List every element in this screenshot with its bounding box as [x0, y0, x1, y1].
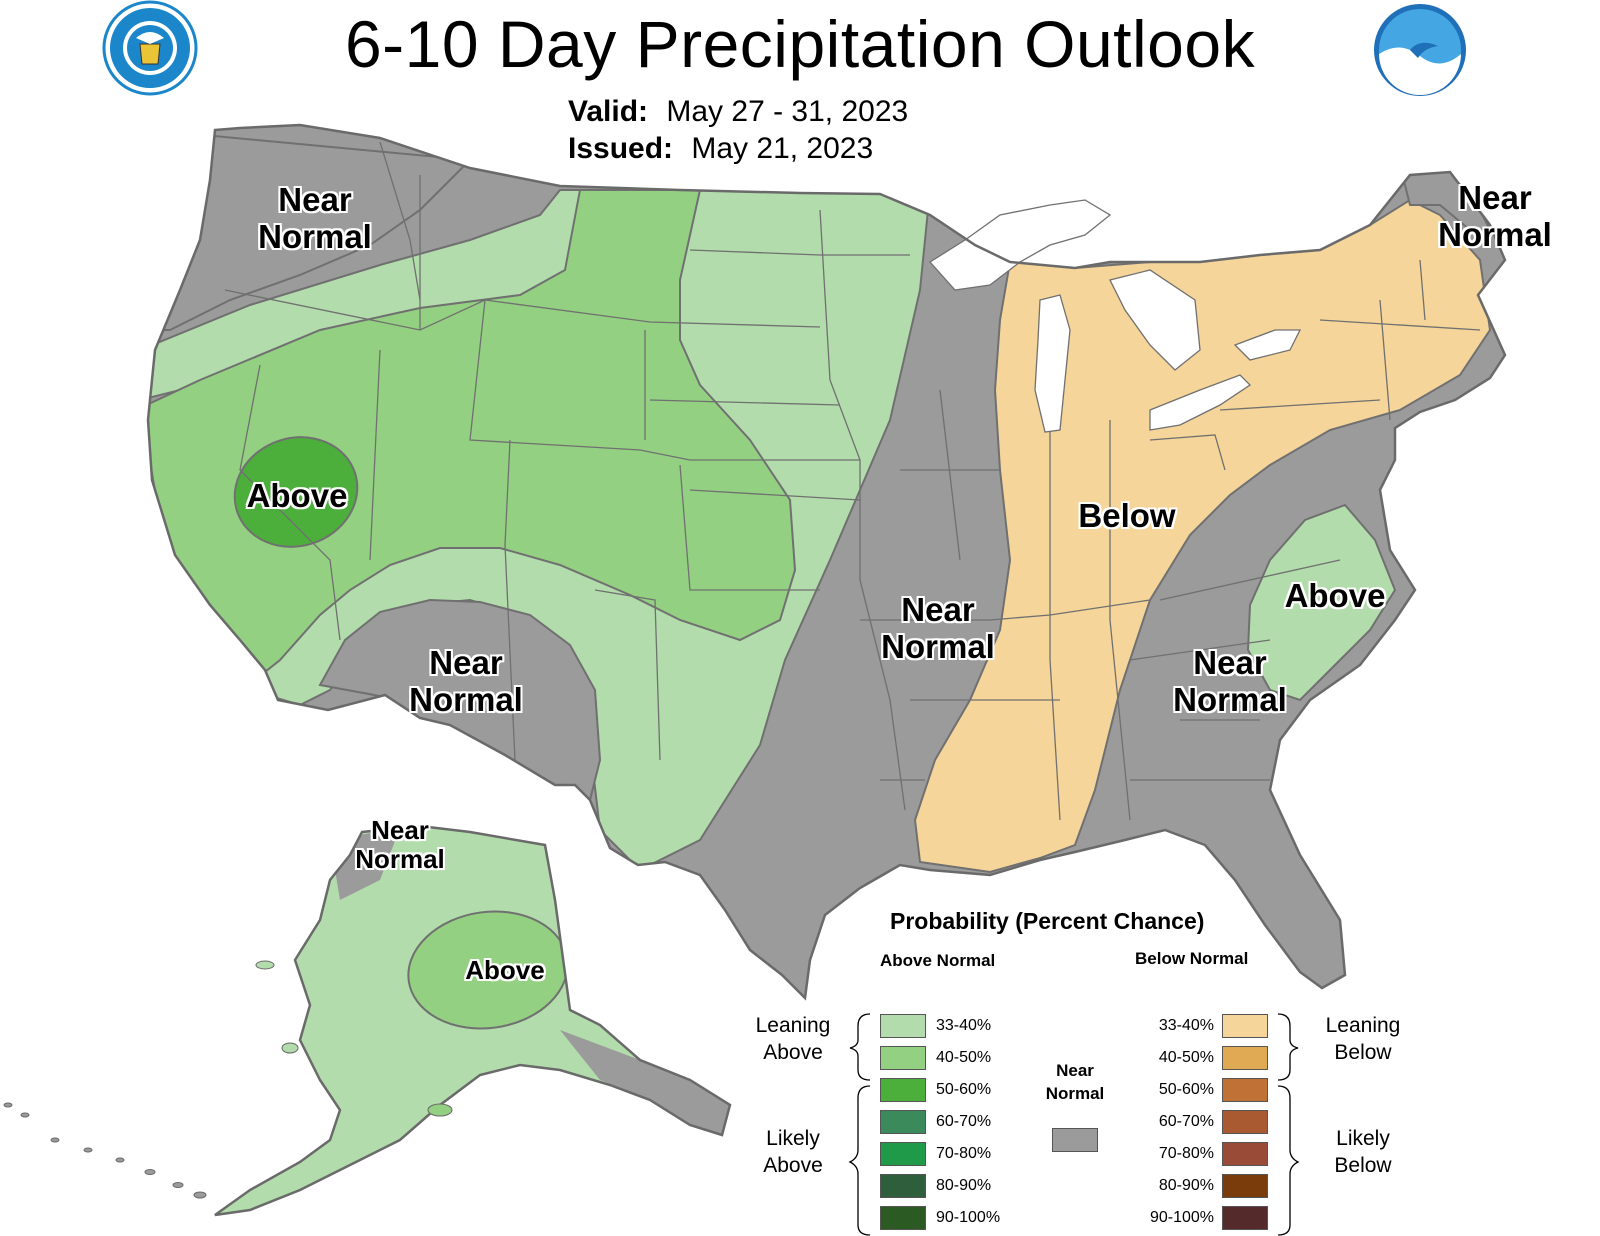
region-label-southwest: Near Normal: [409, 644, 523, 718]
lake-huron: [1109, 269, 1201, 371]
conus: [146, 123, 1507, 1000]
valid-line: Valid: May 27 - 31, 2023: [568, 95, 908, 129]
legend-leaning-above: Leaning Above: [755, 1014, 831, 1065]
aleutian-islands: [3, 960, 453, 1199]
region-label-alaska-north: Near Normal: [355, 815, 445, 875]
legend-above-header: Above Normal: [880, 951, 996, 970]
legend-above-label: 60-70%: [936, 1113, 992, 1130]
legend-below-label: 80-90%: [1158, 1177, 1214, 1194]
legend-below-label: 33-40%: [1158, 1017, 1214, 1034]
legend-above-label: 33-40%: [936, 1017, 992, 1034]
legend-leaning-below: Leaning Below: [1325, 1014, 1401, 1065]
lake-superior: [929, 199, 1112, 291]
legend-above-swatch: [880, 1206, 926, 1230]
legend-below-swatch: [1222, 1110, 1268, 1134]
legend-below-label: 50-60%: [1158, 1081, 1214, 1098]
region-label-central: Near Normal: [881, 591, 995, 665]
legend-below-label: 90-100%: [1149, 1209, 1214, 1226]
legend-below-label: 70-80%: [1158, 1145, 1214, 1162]
region-label-new-england: Near Normal: [1438, 179, 1552, 253]
legend-below-label: 60-70%: [1158, 1113, 1214, 1130]
zone-above-medium: [148, 189, 797, 682]
legend-title: Probability (Percent Chance): [890, 908, 1205, 934]
region-label-alaska-interior: Above: [465, 955, 545, 985]
state-boundaries: [224, 141, 1481, 821]
legend-likely-below: Likely Below: [1334, 1127, 1392, 1178]
legend-above-label: 50-60%: [936, 1081, 992, 1098]
lake-michigan: [1034, 294, 1071, 433]
legend-below-swatch: [1222, 1206, 1268, 1230]
lake-erie: [1149, 374, 1252, 431]
valid-label: Valid:: [568, 95, 649, 128]
legend-above-swatch: [880, 1110, 926, 1134]
alaska: [3, 824, 732, 1217]
legend-above-swatch: [880, 1142, 926, 1166]
great-lakes: [929, 199, 1302, 433]
legend-above-swatch: [880, 1046, 926, 1070]
legend-below-header: Below Normal: [1135, 949, 1249, 968]
region-label-carolinas: Above: [1284, 577, 1386, 614]
legend-near-normal-swatch: [1052, 1128, 1098, 1152]
region-label-pacific-nw: Near Normal: [258, 181, 372, 255]
doc-seal-logo: [102, 0, 198, 96]
issued-label: Issued:: [568, 132, 674, 165]
legend-below-swatch: [1222, 1078, 1268, 1102]
legend-above-swatch: [880, 1078, 926, 1102]
legend-above-swatch: [880, 1174, 926, 1198]
legend-near-normal-label: Near Normal: [1045, 1061, 1105, 1103]
page-title: 6-10 Day Precipitation Outlook: [344, 7, 1256, 81]
legend-above-label: 40-50%: [936, 1049, 992, 1066]
region-label-california: Above: [246, 477, 348, 514]
lake-ontario: [1233, 329, 1302, 361]
legend-above-label: 70-80%: [936, 1145, 992, 1162]
legend-below-swatch: [1222, 1046, 1268, 1070]
legend-likely-above: Likely Above: [763, 1127, 823, 1178]
noaa-logo: [1374, 4, 1466, 96]
legend-below-label: 40-50%: [1158, 1049, 1214, 1066]
legend-below-swatch: [1222, 1142, 1268, 1166]
issued-value: May 21, 2023: [691, 132, 874, 165]
valid-value: May 27 - 31, 2023: [666, 95, 909, 128]
legend-above-swatch: [880, 1014, 926, 1038]
alaska-panhandle: [560, 1030, 730, 1135]
issued-line: Issued: May 21, 2023: [568, 132, 873, 166]
legend-below-swatch: [1222, 1174, 1268, 1198]
region-label-midwest: Below: [1078, 497, 1176, 534]
region-label-southeast: Near Normal: [1173, 644, 1287, 718]
legend-above-label: 90-100%: [936, 1209, 1001, 1226]
legend-below-swatch: [1222, 1014, 1268, 1038]
zone-above-carolinas: [1246, 503, 1397, 702]
legend-above-label: 80-90%: [936, 1177, 992, 1194]
